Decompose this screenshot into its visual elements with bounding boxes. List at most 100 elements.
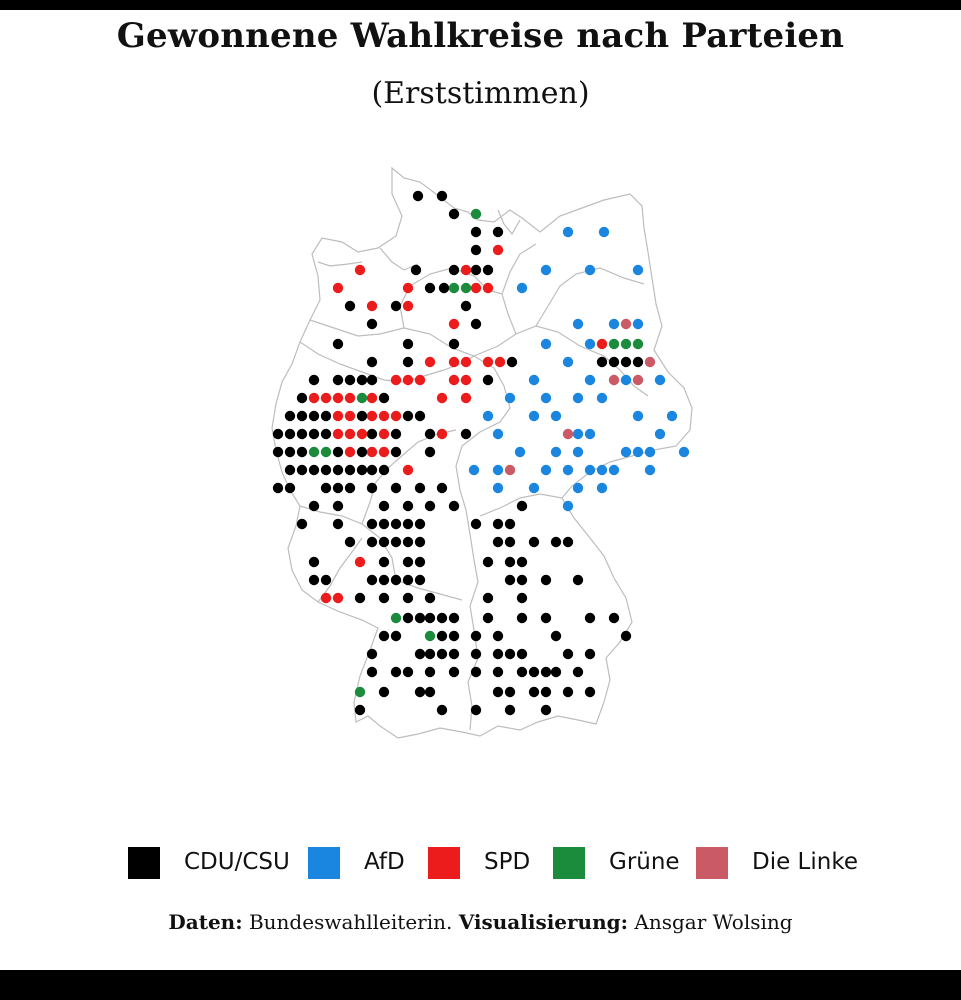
constituency-dot-cdu	[482, 592, 494, 604]
constituency-dot-cdu	[492, 648, 504, 660]
constituency-dot-cdu	[572, 666, 584, 678]
constituency-dot-cdu	[492, 630, 504, 642]
constituency-dot-cdu	[448, 338, 460, 350]
constituency-dot-cdu	[402, 410, 414, 422]
constituency-dot-spd	[492, 244, 504, 256]
constituency-dot-spd	[448, 374, 460, 386]
constituency-dot-cdu	[528, 536, 540, 548]
constituency-dot-cdu	[272, 482, 284, 494]
constituency-dot-cdu	[366, 356, 378, 368]
constituency-dot-afd	[584, 374, 596, 386]
constituency-dot-cdu	[378, 592, 390, 604]
constituency-dot-cdu	[390, 428, 402, 440]
constituency-dot-cdu	[492, 518, 504, 530]
constituency-dot-gruene	[448, 282, 460, 294]
constituency-dot-cdu	[366, 428, 378, 440]
constituency-dot-gruene	[320, 446, 332, 458]
constituency-dot-spd	[460, 264, 472, 276]
credit-line: Daten: Bundeswahlleiterin. Visualisierun…	[0, 910, 961, 934]
constituency-dot-gruene	[308, 446, 320, 458]
constituency-dot-afd	[572, 482, 584, 494]
constituency-dot-cdu	[436, 482, 448, 494]
constituency-dot-cdu	[344, 482, 356, 494]
constituency-dot-cdu	[332, 482, 344, 494]
constituency-dot-spd	[460, 356, 472, 368]
constituency-dot-spd	[378, 410, 390, 422]
constituency-dot-cdu	[366, 374, 378, 386]
constituency-dot-cdu	[378, 574, 390, 586]
constituency-dot-cdu	[308, 556, 320, 568]
constituency-dot-cdu	[504, 536, 516, 548]
constituency-dot-cdu	[378, 536, 390, 548]
constituency-dot-cdu	[332, 500, 344, 512]
constituency-dot-cdu	[540, 666, 552, 678]
constituency-dot-spd	[320, 592, 332, 604]
constituency-dot-cdu	[424, 592, 436, 604]
constituency-dot-cdu	[448, 612, 460, 624]
constituency-dot-cdu	[390, 446, 402, 458]
constituency-dot-cdu	[436, 190, 448, 202]
credit-data-label: Daten:	[168, 910, 243, 934]
constituency-dot-gruene	[354, 686, 366, 698]
constituency-dot-cdu	[366, 482, 378, 494]
credit-data-value: Bundeswahlleiterin.	[248, 910, 453, 934]
constituency-dot-afd	[516, 282, 528, 294]
constituency-dot-afd	[492, 482, 504, 494]
constituency-dot-afd	[492, 464, 504, 476]
constituency-dot-afd	[550, 410, 562, 422]
constituency-dot-cdu	[284, 410, 296, 422]
constituency-dot-linke	[608, 374, 620, 386]
constituency-dot-cdu	[448, 666, 460, 678]
constituency-dot-cdu	[378, 686, 390, 698]
top-black-bar	[0, 0, 961, 10]
constituency-dot-cdu	[378, 464, 390, 476]
constituency-dot-afd	[608, 464, 620, 476]
constituency-dot-spd	[354, 556, 366, 568]
constituency-dot-cdu	[308, 428, 320, 440]
constituency-dot-afd	[504, 392, 516, 404]
constituency-dot-cdu	[344, 464, 356, 476]
constituency-dot-spd	[332, 592, 344, 604]
constituency-dot-cdu	[366, 318, 378, 330]
constituency-dot-cdu	[402, 356, 414, 368]
constituency-dot-cdu	[296, 518, 308, 530]
constituency-dot-afd	[468, 464, 480, 476]
constituency-dot-cdu	[562, 536, 574, 548]
constituency-dot-cdu	[632, 356, 644, 368]
constituency-dot-cdu	[402, 612, 414, 624]
constituency-dot-cdu	[272, 428, 284, 440]
constituency-dot-cdu	[460, 428, 472, 440]
constituency-dot-cdu	[436, 630, 448, 642]
constituency-dot-afd	[654, 374, 666, 386]
constituency-dot-cdu	[504, 686, 516, 698]
constituency-dot-cdu	[470, 244, 482, 256]
constituency-dot-cdu	[284, 464, 296, 476]
constituency-dot-cdu	[402, 666, 414, 678]
constituency-dot-spd	[494, 356, 506, 368]
constituency-dot-gruene	[470, 208, 482, 220]
constituency-dot-cdu	[504, 518, 516, 530]
constituency-dot-cdu	[540, 612, 552, 624]
constituency-dot-cdu	[402, 574, 414, 586]
constituency-dot-spd	[402, 374, 414, 386]
constituency-dot-cdu	[436, 704, 448, 716]
constituency-dot-cdu	[492, 666, 504, 678]
constituency-dot-cdu	[584, 648, 596, 660]
constituency-dot-afd	[584, 464, 596, 476]
constituency-dot-cdu	[482, 264, 494, 276]
constituency-dot-cdu	[482, 556, 494, 568]
constituency-dot-cdu	[356, 410, 368, 422]
constituency-dot-cdu	[470, 226, 482, 238]
constituency-dot-cdu	[414, 574, 426, 586]
constituency-dot-cdu	[320, 482, 332, 494]
constituency-dot-spd	[344, 428, 356, 440]
constituency-dot-afd	[598, 226, 610, 238]
constituency-dot-cdu	[378, 630, 390, 642]
constituency-dot-spd	[436, 392, 448, 404]
constituency-dot-cdu	[562, 648, 574, 660]
legend-swatch-spd	[428, 847, 460, 879]
constituency-dot-cdu	[470, 648, 482, 660]
constituency-dot-spd	[344, 392, 356, 404]
constituency-dot-linke	[562, 428, 574, 440]
constituency-dot-spd	[482, 356, 494, 368]
